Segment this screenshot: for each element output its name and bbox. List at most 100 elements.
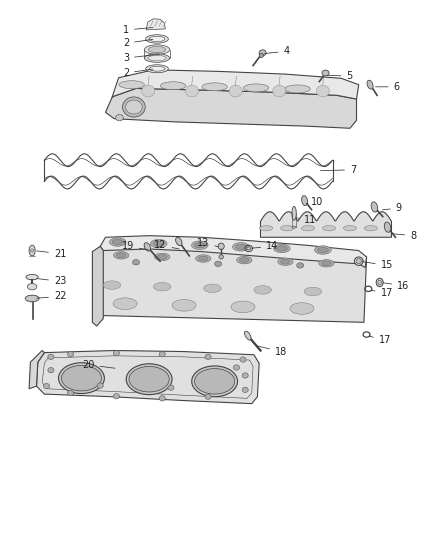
Ellipse shape [192,366,237,397]
Ellipse shape [155,253,170,261]
Ellipse shape [384,222,391,232]
Polygon shape [106,88,357,128]
Ellipse shape [146,35,168,43]
Ellipse shape [356,259,361,264]
Ellipse shape [126,100,142,114]
Ellipse shape [113,351,120,356]
Ellipse shape [316,85,329,97]
Ellipse shape [233,243,249,251]
Ellipse shape [113,252,129,259]
Ellipse shape [202,83,227,91]
Polygon shape [146,19,165,30]
Ellipse shape [194,368,235,394]
Ellipse shape [205,394,211,399]
Ellipse shape [285,85,310,93]
Ellipse shape [112,239,123,245]
Ellipse shape [103,281,121,289]
Text: 17: 17 [371,288,393,298]
Ellipse shape [219,255,223,259]
Ellipse shape [29,245,35,256]
Text: 5: 5 [328,71,353,81]
Ellipse shape [196,255,211,262]
Ellipse shape [168,385,174,390]
Ellipse shape [148,55,166,61]
Text: 13: 13 [197,238,219,248]
Ellipse shape [254,286,272,294]
Ellipse shape [354,257,363,265]
Ellipse shape [276,246,287,251]
Ellipse shape [371,202,378,212]
Ellipse shape [149,36,165,42]
Text: 18: 18 [257,346,287,357]
Ellipse shape [235,244,246,249]
Ellipse shape [129,367,169,392]
Ellipse shape [281,260,290,264]
Text: 4: 4 [265,46,290,56]
Text: 10: 10 [306,197,323,207]
Ellipse shape [146,64,168,72]
Ellipse shape [297,263,304,268]
Text: 17: 17 [369,335,391,345]
Text: 20: 20 [82,360,115,370]
Ellipse shape [48,354,54,360]
Ellipse shape [237,256,252,264]
Text: 21: 21 [37,249,66,259]
Ellipse shape [148,46,166,53]
Polygon shape [261,212,392,237]
Ellipse shape [133,260,140,265]
Ellipse shape [240,357,246,362]
Polygon shape [112,70,359,99]
Ellipse shape [321,261,331,266]
Ellipse shape [119,80,145,88]
Ellipse shape [240,258,249,263]
Ellipse shape [117,253,126,258]
Ellipse shape [194,243,205,248]
Text: 3: 3 [123,53,159,63]
Ellipse shape [97,383,103,388]
Ellipse shape [260,225,273,231]
Ellipse shape [292,226,296,228]
Ellipse shape [67,390,74,395]
Ellipse shape [314,246,331,254]
Ellipse shape [292,206,296,220]
Text: 16: 16 [383,281,410,290]
Ellipse shape [364,225,378,231]
Ellipse shape [172,300,196,311]
Text: 7: 7 [321,165,356,175]
Ellipse shape [343,225,357,231]
Text: 15: 15 [362,261,393,270]
Ellipse shape [43,383,49,389]
Ellipse shape [244,84,269,92]
Ellipse shape [301,225,314,231]
Ellipse shape [59,363,104,393]
Ellipse shape [304,287,321,296]
Ellipse shape [145,45,170,54]
Ellipse shape [113,393,120,399]
Polygon shape [36,351,259,403]
Ellipse shape [61,366,102,391]
Ellipse shape [367,80,373,89]
Ellipse shape [157,255,167,260]
Ellipse shape [205,354,211,360]
Ellipse shape [159,352,165,357]
Ellipse shape [218,243,224,249]
Ellipse shape [159,395,165,401]
Ellipse shape [126,364,172,394]
Ellipse shape [150,239,167,248]
Ellipse shape [176,237,182,246]
Text: 8: 8 [393,231,417,241]
Ellipse shape [259,53,264,58]
Ellipse shape [318,247,328,253]
Text: 2: 2 [123,38,153,48]
Ellipse shape [290,303,314,314]
Ellipse shape [319,260,334,267]
Ellipse shape [144,243,151,251]
Polygon shape [29,351,44,389]
Polygon shape [100,236,367,268]
Ellipse shape [110,238,126,246]
Ellipse shape [26,274,38,280]
Ellipse shape [204,284,221,293]
Ellipse shape [191,241,208,249]
Ellipse shape [229,85,242,97]
Ellipse shape [153,241,164,246]
